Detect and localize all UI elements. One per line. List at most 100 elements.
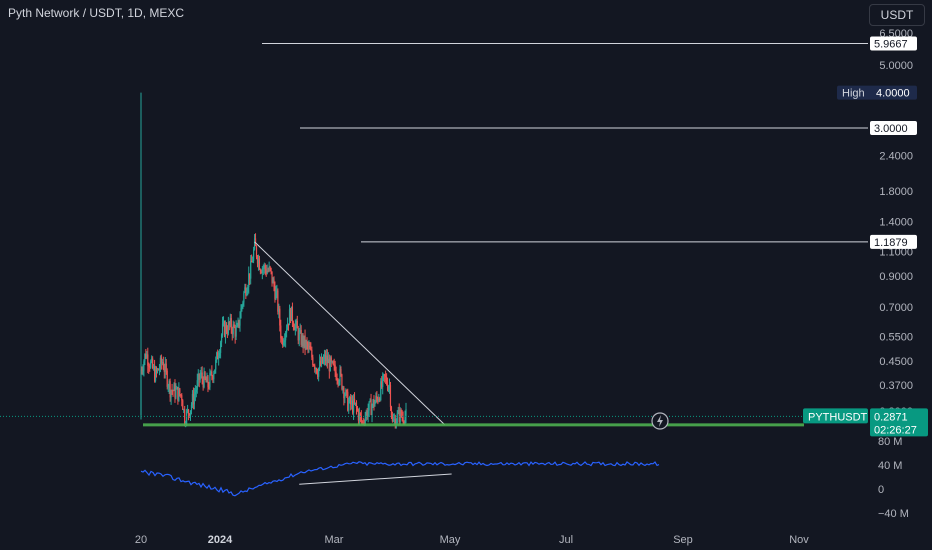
candle-body xyxy=(232,324,234,335)
candle xyxy=(352,395,354,415)
candle-body xyxy=(157,368,160,371)
candle-body xyxy=(283,341,285,346)
candle xyxy=(259,268,261,275)
candle xyxy=(181,393,183,407)
candle-body xyxy=(390,406,393,416)
candle-body xyxy=(193,394,195,405)
candle xyxy=(198,373,200,388)
candle xyxy=(163,363,165,379)
candle xyxy=(177,386,179,405)
candle-body xyxy=(374,401,376,407)
candle-body xyxy=(183,409,185,411)
price-tick-6: 0.9000 xyxy=(879,271,913,283)
candle-body xyxy=(220,334,223,343)
candle-body xyxy=(348,402,350,411)
candle xyxy=(187,408,190,421)
candle xyxy=(242,300,244,310)
support-line xyxy=(143,423,804,427)
candle-body xyxy=(384,374,386,376)
candle-body xyxy=(323,354,326,359)
candle xyxy=(201,366,203,385)
candle-body xyxy=(264,265,266,270)
candle-body xyxy=(186,411,188,427)
candle xyxy=(160,354,162,370)
candle xyxy=(266,264,268,275)
candle xyxy=(333,358,335,371)
candle xyxy=(267,267,269,273)
candle-body xyxy=(316,368,318,374)
candle-body xyxy=(259,269,261,272)
candle xyxy=(334,360,336,377)
candle xyxy=(155,366,158,378)
candle-body xyxy=(204,372,206,379)
candle-body xyxy=(219,342,222,353)
candle-body xyxy=(198,373,200,380)
candle-body xyxy=(191,393,194,405)
candle-body xyxy=(228,321,230,325)
candle xyxy=(315,367,317,375)
candle-body xyxy=(392,420,394,422)
candle-body xyxy=(352,400,354,413)
candle xyxy=(284,333,286,347)
candle-body xyxy=(196,380,198,390)
candle-body xyxy=(202,379,204,388)
candle xyxy=(283,338,285,347)
candle-body xyxy=(168,381,170,387)
symbol-name: PYTHUSDT xyxy=(808,411,868,423)
candle xyxy=(142,364,144,376)
candle-body xyxy=(177,387,179,401)
candle xyxy=(238,319,240,329)
candle-body xyxy=(387,386,390,390)
candle xyxy=(212,374,214,383)
candle xyxy=(251,254,253,263)
candle-body xyxy=(324,354,327,361)
time-tick-1: 2024 xyxy=(208,534,233,546)
candle xyxy=(229,313,231,328)
candle xyxy=(396,410,398,425)
candle-body xyxy=(286,329,288,333)
candle-body xyxy=(273,279,275,288)
candle-body xyxy=(159,357,162,369)
candle-body xyxy=(171,390,173,392)
candle xyxy=(296,315,298,329)
candle-body xyxy=(194,392,196,395)
candle xyxy=(366,407,368,420)
candle xyxy=(216,351,218,363)
candle-body xyxy=(167,386,169,388)
volume-indicator: 80 M 40 M 0 −40 M xyxy=(140,436,909,520)
candle-body xyxy=(342,387,344,390)
price-label-badge: 3.0000 xyxy=(870,121,917,136)
candle-body xyxy=(304,335,306,348)
candle xyxy=(323,349,326,366)
candle-body xyxy=(221,323,224,335)
candle xyxy=(224,320,227,344)
price-tick-8: 0.5500 xyxy=(879,332,913,344)
candle-body xyxy=(310,349,312,351)
candle xyxy=(226,325,228,339)
candle-body xyxy=(260,271,262,274)
descending-trendline xyxy=(254,241,446,426)
time-axis: 20 2024 Mar May Jul Sep Nov xyxy=(135,534,809,546)
candle xyxy=(317,368,319,380)
candle xyxy=(370,393,372,416)
candle-body xyxy=(403,422,405,425)
candle-body xyxy=(371,405,373,415)
candle xyxy=(346,389,348,399)
candle-body xyxy=(295,320,297,325)
candle xyxy=(244,283,246,294)
candle xyxy=(156,367,159,374)
candle-body xyxy=(269,266,271,269)
candle-body xyxy=(325,355,328,361)
candle xyxy=(215,356,217,374)
candle-body xyxy=(239,318,241,326)
candle xyxy=(383,373,385,382)
currency-button[interactable]: USDT xyxy=(869,4,925,26)
candle-body xyxy=(153,366,156,381)
candle xyxy=(365,409,367,422)
candle xyxy=(176,385,178,390)
candle-body xyxy=(385,375,387,377)
candle-body xyxy=(206,376,208,383)
candle xyxy=(195,386,197,398)
candle-body xyxy=(161,362,163,364)
